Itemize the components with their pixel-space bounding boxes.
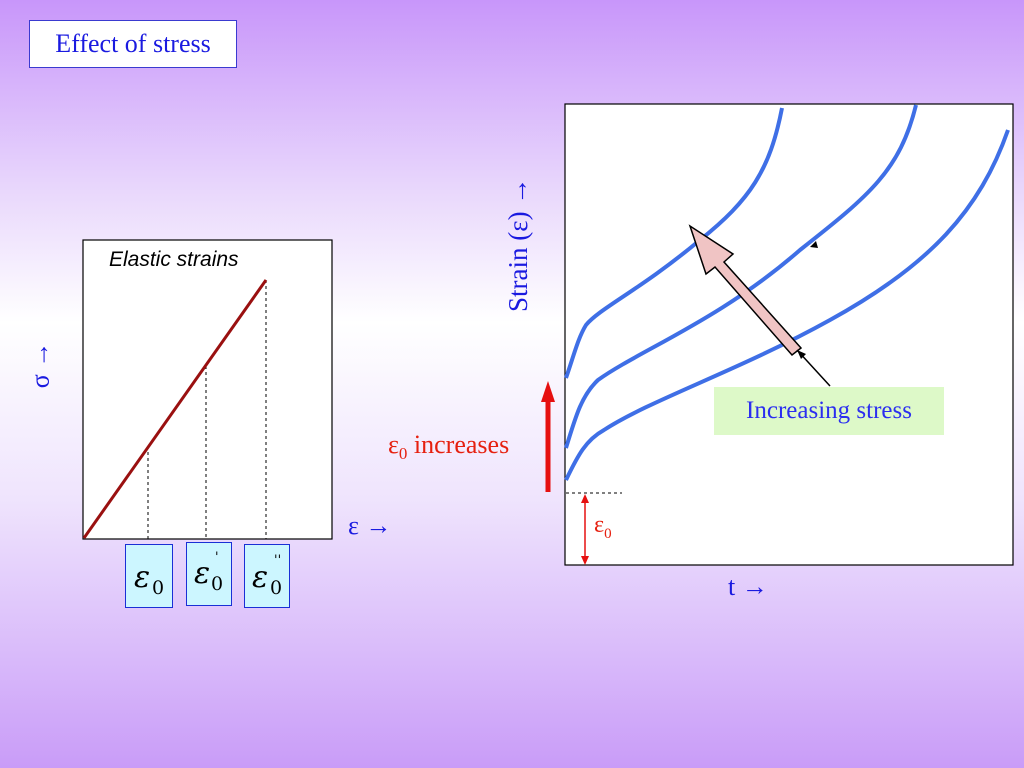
stress-pointer-head <box>797 350 806 359</box>
eps0-increases-text: increases <box>407 430 510 459</box>
curve-arrow-marker <box>810 241 818 248</box>
strain-box-3: ε '' 0 <box>244 544 290 608</box>
strain-subscript: 0 <box>152 577 165 599</box>
eps0-arrow-bottom <box>581 556 589 565</box>
red-increase-arrow-head <box>541 381 555 402</box>
sigma-axis-label: σ → <box>17 342 64 389</box>
strain-box-1: ε 0 <box>125 544 173 608</box>
elastic-plot-frame <box>82 239 333 540</box>
eps0-marker-symbol: ε <box>594 512 605 538</box>
slide-title: Effect of stress <box>29 20 237 68</box>
strain-symbol: ε <box>252 560 269 595</box>
eps0-marker-subscript: 0 <box>604 525 612 542</box>
elastic-line <box>82 279 268 539</box>
strain-symbol: ε <box>194 556 211 591</box>
eps0-increases-subscript: 0 <box>398 444 408 464</box>
creep-curve-2 <box>564 104 918 449</box>
time-axis-label: t → <box>728 572 768 601</box>
epsilon-axis-label: ε → <box>348 511 392 540</box>
increasing-stress-label: Increasing stress <box>714 387 944 435</box>
strain-prime: '' <box>274 553 282 568</box>
strain-subscript: 0 <box>270 577 283 599</box>
eps0-marker-label: ε0 <box>594 512 612 543</box>
increasing-stress-arrow <box>688 224 803 357</box>
creep-curve-3 <box>564 129 1010 481</box>
elastic-strains-label: Elastic strains <box>109 248 239 271</box>
strain-subscript: 0 <box>211 573 224 595</box>
strain-axis-text: Strain (ε) → <box>503 177 533 312</box>
eps0-increases-symbol: ε <box>388 430 399 459</box>
strain-prime: ' <box>215 550 219 565</box>
creep-curve-1 <box>564 107 784 379</box>
eps0-increases-label: ε0 increases <box>388 430 509 464</box>
strain-symbol: ε <box>134 560 151 595</box>
eps0-arrow-top <box>581 494 589 503</box>
strain-box-2: ε ' 0 <box>186 542 232 606</box>
sigma-axis-text: σ → <box>25 341 55 389</box>
